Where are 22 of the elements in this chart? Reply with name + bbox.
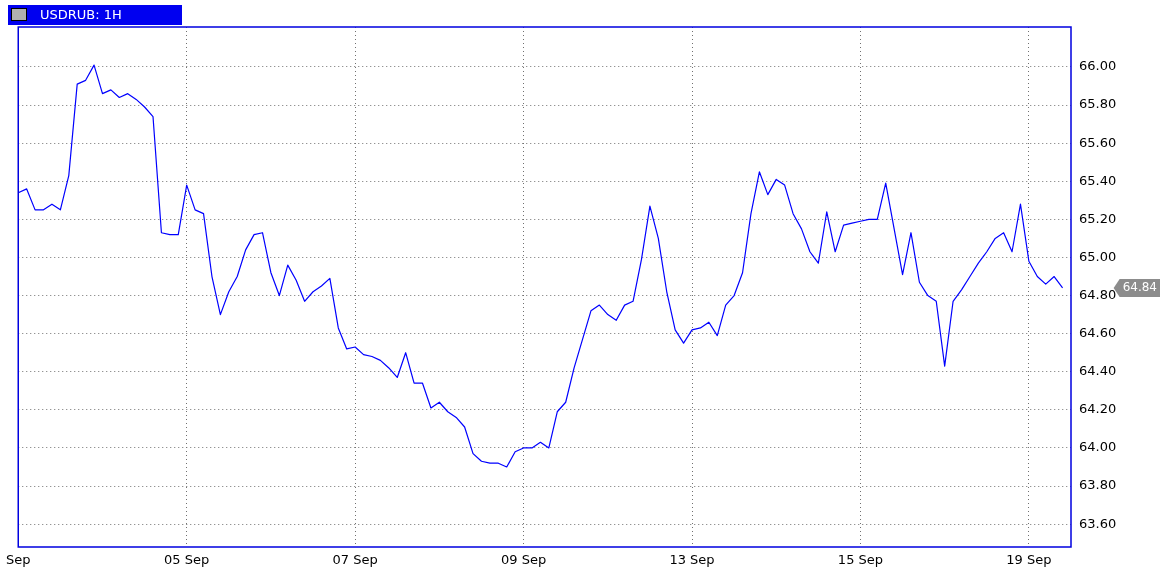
y-tick-label: 64.20 [1079,401,1117,417]
chart-title: USDRUB: 1H [8,5,182,25]
y-tick-label: 64.80 [1079,286,1117,302]
x-tick-label: Sep [5,552,31,568]
x-tick-label: 05 Sep [164,552,210,568]
x-tick-label: 07 Sep [332,552,378,568]
y-tick-label: 64.00 [1079,439,1117,455]
x-tick-label: 15 Sep [837,552,884,568]
text: 64.84 [1122,280,1158,295]
x-tick-label: 13 Sep [669,552,715,568]
y-tick-label: 65.40 [1079,172,1117,188]
y-tick-label: 65.60 [1079,134,1117,150]
y-tick-label: 66.00 [1079,58,1117,74]
x-tick-label: 09 Sep [500,552,547,568]
y-tick-label: 65.80 [1079,96,1117,112]
y-tick-label: 64.60 [1079,325,1117,341]
y-tick-label: 63.60 [1079,515,1117,531]
y-tick-label: 63.80 [1079,477,1117,493]
y-tick-label: 65.00 [1079,248,1117,264]
y-tick-label: 64.40 [1079,363,1117,379]
x-tick-label: 19 Sep [1006,552,1052,568]
y-tick-label: 65.20 [1079,210,1117,226]
